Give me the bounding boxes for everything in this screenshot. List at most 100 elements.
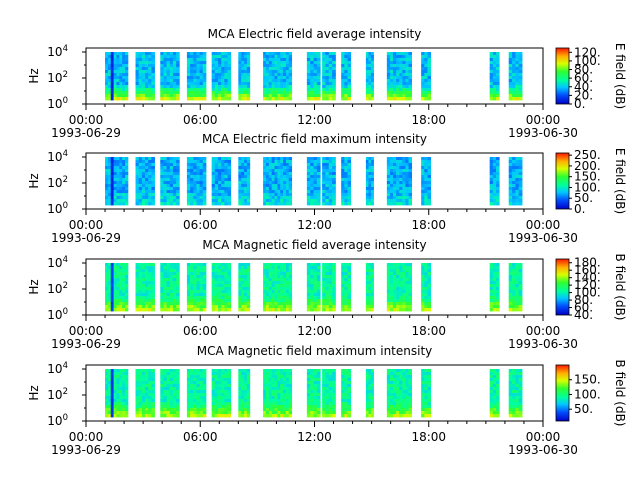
spectrogram-cell (148, 163, 152, 167)
spectrogram-cell (125, 91, 129, 95)
spectrogram-cell (193, 163, 197, 167)
spectrogram-cell (347, 308, 352, 312)
spectrogram-cell (341, 399, 345, 403)
spectrogram-cell (135, 305, 140, 309)
spectrogram-cell (344, 202, 348, 206)
spectrogram-cell (246, 70, 251, 74)
spectrogram-cell (196, 160, 201, 164)
spectrogram-cell (370, 64, 374, 68)
spectrogram-cell (268, 284, 273, 288)
spectrogram-cell (224, 375, 228, 379)
spectrogram-cell (313, 305, 318, 309)
spectrogram-cell (214, 387, 219, 391)
spectrogram-cell (280, 387, 284, 391)
spectrogram-cell (148, 378, 152, 382)
spectrogram-cell (116, 94, 120, 98)
spectrogram-cell (190, 396, 194, 400)
spectrogram-cell (268, 82, 273, 86)
spectrogram-cell (496, 55, 500, 59)
spectrogram-cell (313, 73, 318, 77)
spectrogram-cell (145, 278, 149, 282)
spectrogram-cell (186, 184, 191, 188)
spectrogram-cell (405, 272, 409, 276)
spectrogram-cell (421, 67, 425, 71)
spectrogram-cell (274, 269, 278, 273)
chart-title: MCA Magnetic field average intensity (202, 238, 426, 252)
spectrogram-cell (193, 387, 197, 391)
spectrogram-cell (408, 187, 413, 191)
spectrogram-cell (224, 55, 228, 59)
spectrogram-cell (370, 305, 374, 309)
spectrogram-cell (399, 402, 403, 406)
spectrogram-cell (341, 199, 345, 203)
spectrogram-cell (214, 287, 219, 291)
spectrogram-cell (310, 73, 314, 77)
spectrogram-cell (138, 266, 143, 270)
spectrogram-cell (265, 85, 270, 89)
spectrogram-cell (246, 393, 251, 397)
spectrogram-cell (347, 76, 352, 80)
spectrogram-cell (268, 402, 273, 406)
spectrogram-cell (125, 184, 129, 188)
spectrogram-cell (166, 405, 171, 409)
spectrogram-cell (221, 79, 225, 83)
spectrogram-cell (241, 166, 245, 170)
spectrogram-cell (344, 369, 348, 373)
spectrogram-cell (268, 290, 273, 294)
spectrogram-cell (110, 372, 115, 376)
spectrogram-cell (138, 169, 143, 173)
spectrogram-cell (265, 281, 270, 285)
spectrogram-cell (399, 305, 403, 309)
spectrogram-cell (238, 91, 242, 95)
spectrogram-cell (325, 172, 330, 176)
spectrogram-cell (492, 293, 497, 297)
spectrogram-cell (310, 196, 314, 200)
spectrogram-cell (515, 85, 520, 89)
spectrogram-cell (122, 181, 126, 185)
spectrogram-cell (347, 55, 352, 59)
spectrogram-cell (265, 64, 270, 68)
spectrogram-cell (196, 181, 201, 185)
spectrogram-cell (218, 67, 222, 71)
spectrogram-cell (160, 302, 164, 306)
spectrogram-cell (325, 73, 330, 77)
spectrogram-cell (310, 290, 314, 294)
spectrogram-cell (322, 308, 326, 312)
spectrogram-cell (145, 390, 149, 394)
spectrogram-cell (386, 202, 391, 206)
spectrogram-cell (389, 175, 394, 179)
spectrogram-cell (288, 166, 293, 170)
spectrogram-cell (166, 61, 171, 65)
spectrogram-cell (341, 196, 345, 200)
spectrogram-cell (141, 79, 146, 83)
spectrogram-cell (316, 175, 321, 179)
spectrogram-cell (193, 61, 197, 65)
spectrogram-cell (322, 73, 326, 77)
spectrogram-cell (145, 94, 149, 98)
spectrogram-cell (163, 390, 168, 394)
spectrogram-cell (427, 163, 432, 167)
spectrogram-cell (193, 305, 197, 309)
spectrogram-cell (145, 299, 149, 303)
spectrogram-cell (370, 52, 374, 56)
spectrogram-cell (199, 61, 204, 65)
spectrogram-cell (176, 97, 180, 101)
spectrogram-cell (138, 199, 143, 203)
spectrogram-cell (332, 190, 336, 194)
spectrogram-cell (399, 160, 403, 164)
spectrogram-cell (218, 375, 222, 379)
spectrogram-cell (221, 405, 225, 409)
spectrogram-cell (105, 202, 109, 206)
spectrogram-cell (283, 396, 287, 400)
spectrogram-cell (199, 266, 204, 270)
spectrogram-cell (283, 305, 287, 309)
spectrogram-cell (176, 76, 180, 80)
spectrogram-cell (386, 384, 391, 388)
spectrogram-cell (202, 91, 207, 95)
spectrogram-cell (166, 94, 171, 98)
spectrogram-cell (427, 64, 432, 68)
spectrogram-cell (283, 284, 287, 288)
spectrogram-cell (176, 284, 180, 288)
spectrogram-cell (138, 52, 143, 56)
spectrogram-cell (113, 169, 117, 173)
